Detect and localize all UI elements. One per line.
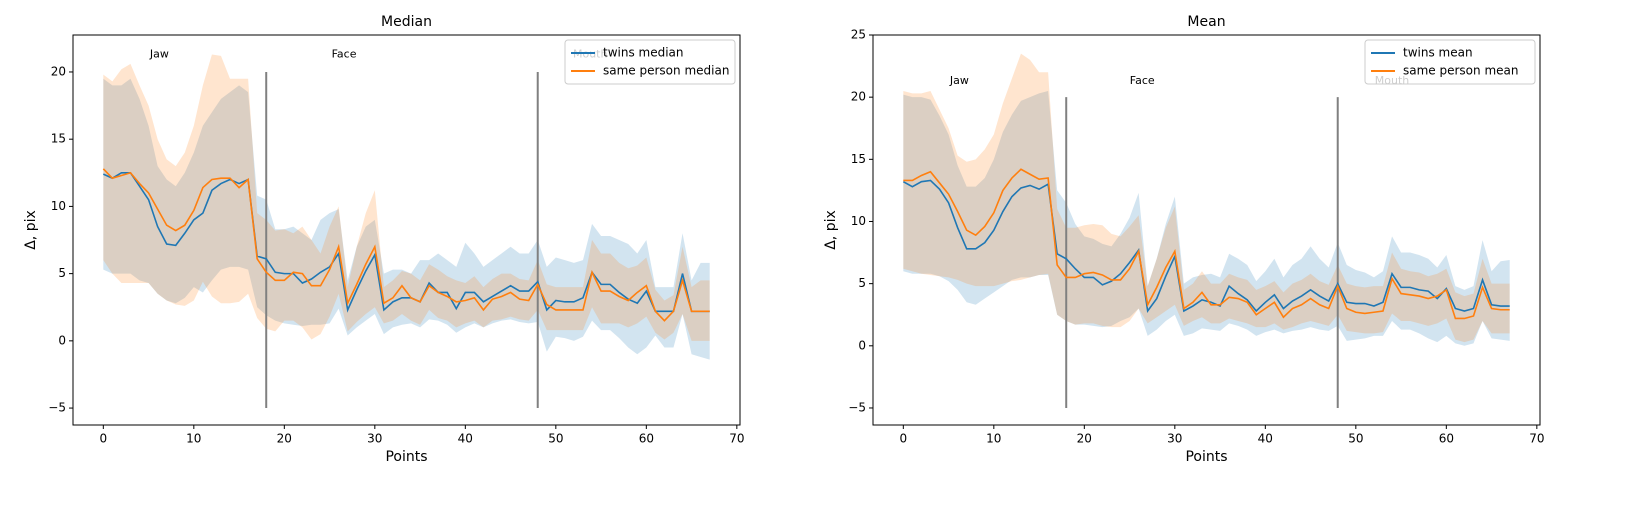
- series-line: [903, 168, 1510, 320]
- band: [103, 78, 710, 360]
- y-tick-label: 0: [58, 333, 66, 347]
- x-tick-label: 60: [639, 432, 654, 446]
- x-tick-label: 70: [729, 432, 744, 446]
- legend-label: twins mean: [1403, 46, 1473, 60]
- x-tick-label: 30: [367, 432, 382, 446]
- legend-box: [1364, 39, 1536, 85]
- y-tick-label: 0: [858, 338, 866, 352]
- x-tick-label: 50: [548, 432, 563, 446]
- y-tick-label: 25: [851, 28, 866, 42]
- y-tick-label: −5: [48, 401, 66, 415]
- band: [903, 53, 1510, 343]
- x-axis-label: Points: [1185, 449, 1227, 465]
- x-tick-label: 30: [1167, 432, 1182, 446]
- y-axis-label: Δ, pix: [823, 210, 839, 250]
- chart-title: Median: [381, 14, 432, 30]
- y-tick-label: 10: [851, 214, 866, 228]
- legend-label: twins median: [603, 46, 684, 60]
- x-tick-label: 20: [1077, 432, 1092, 446]
- x-tick-label: 40: [458, 432, 473, 446]
- panel: JawFaceMouth010203040506070−50510152025M…: [823, 14, 1544, 465]
- y-axis-label: Δ, pix: [23, 210, 39, 250]
- chart-title: Mean: [1187, 14, 1225, 30]
- panel: JawFaceMouth010203040506070−505101520Med…: [23, 14, 744, 465]
- annotation: Jaw: [149, 47, 169, 60]
- y-tick-label: 5: [58, 266, 66, 280]
- x-tick-label: 70: [1529, 432, 1544, 446]
- y-tick-label: 5: [858, 276, 866, 290]
- legend-box: [564, 39, 736, 85]
- x-tick-label: 60: [1439, 432, 1454, 446]
- series-line: [102, 172, 710, 313]
- annotation: Jaw: [949, 74, 969, 87]
- x-tick-label: 20: [277, 432, 292, 446]
- series-line: [102, 168, 710, 322]
- y-tick-label: 20: [51, 64, 66, 78]
- y-tick-label: 20: [851, 90, 866, 104]
- band: [103, 54, 710, 341]
- x-tick-label: 50: [1348, 432, 1363, 446]
- y-tick-label: 15: [851, 152, 866, 166]
- x-tick-label: 0: [99, 432, 107, 446]
- annotation: Face: [332, 47, 357, 60]
- x-axis-label: Points: [385, 449, 427, 465]
- legend-label: same person mean: [1403, 64, 1518, 78]
- y-tick-label: −5: [848, 400, 866, 414]
- x-tick-label: 40: [1258, 432, 1273, 446]
- x-tick-label: 0: [899, 432, 907, 446]
- y-tick-label: 15: [51, 132, 66, 146]
- legend-label: same person median: [603, 64, 729, 78]
- axes-frame: [72, 34, 741, 426]
- axes-frame: [872, 34, 1541, 426]
- annotation: Face: [1130, 74, 1155, 87]
- x-tick-label: 10: [186, 432, 201, 446]
- y-tick-label: 10: [51, 199, 66, 213]
- x-tick-label: 10: [986, 432, 1001, 446]
- series-line: [902, 179, 1510, 314]
- band: [903, 90, 1510, 346]
